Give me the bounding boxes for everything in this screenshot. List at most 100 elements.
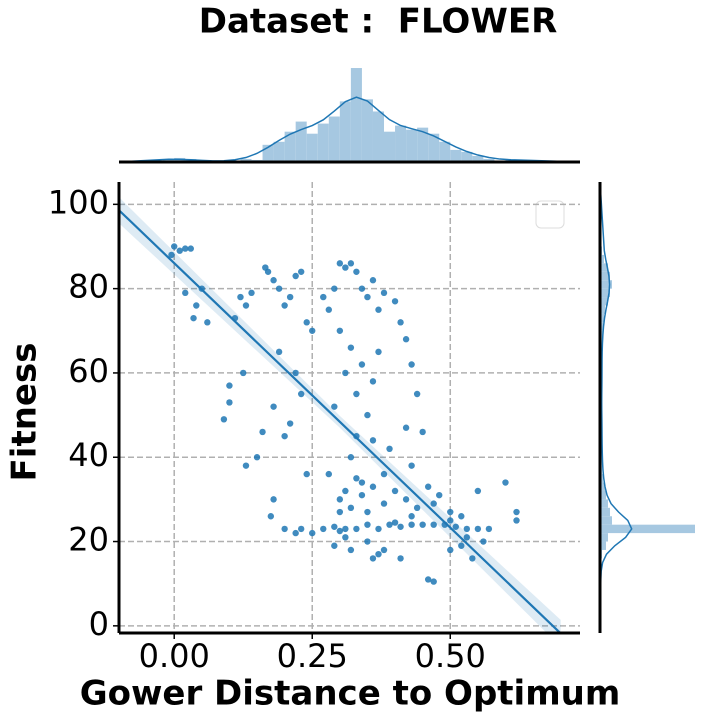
scatter-point (336, 496, 344, 503)
scatter-point (474, 487, 482, 495)
scatter-point (303, 470, 310, 478)
scatter-point (347, 454, 355, 461)
scatter-point (386, 521, 393, 528)
scatter-point (342, 264, 349, 271)
histogram-bar (600, 271, 610, 281)
scatter-point (281, 525, 288, 533)
histogram-bar (339, 101, 351, 162)
scatter-point (193, 302, 200, 309)
scatter-point (275, 285, 283, 292)
y-tick-label: 20 (68, 521, 109, 559)
scatter-point (347, 504, 355, 512)
histogram-bar (600, 541, 606, 550)
histogram-bar (600, 490, 606, 500)
scatter-point (419, 521, 426, 528)
scatter-point (220, 416, 228, 423)
histogram-bar (600, 482, 605, 491)
scatter-point (342, 487, 349, 495)
scatter-point (391, 487, 399, 495)
scatter-point (380, 546, 388, 554)
histogram-bar (406, 129, 418, 162)
histogram-bar (240, 158, 252, 162)
scatter-point (309, 327, 316, 334)
scatter-point (353, 268, 360, 275)
scatter-point (463, 525, 471, 533)
scatter-point (242, 302, 250, 309)
x-axis-label: Gower Distance to Optimum (80, 674, 621, 714)
scatter-point (286, 293, 294, 301)
scatter-point (419, 428, 426, 436)
y-axis-label: Fitness (5, 343, 45, 482)
scatter-point (168, 251, 175, 259)
chart-title: Dataset : FLOWER (199, 2, 558, 42)
scatter-point (270, 403, 277, 410)
scatter-point (375, 525, 382, 533)
scatter-point (386, 445, 393, 453)
histogram-bar (472, 155, 484, 162)
scatter-point (176, 247, 183, 254)
histogram-bar (461, 151, 473, 162)
scatter-point (447, 546, 454, 554)
scatter-point (413, 504, 421, 512)
scatter-point (292, 529, 299, 537)
scatter-point (447, 517, 454, 524)
scatter-point (336, 527, 344, 535)
histogram-bar (262, 144, 274, 162)
histogram-bar (439, 141, 451, 162)
scatter-point (424, 483, 432, 490)
scatter-point (430, 578, 437, 585)
scatter-point (369, 277, 377, 284)
scatter-point (237, 293, 244, 301)
scatter-point (364, 521, 371, 528)
histogram-bar (600, 263, 608, 272)
histogram-bar (417, 127, 429, 162)
scatter-point (447, 508, 454, 516)
scatter-point (303, 319, 310, 326)
scatter-point (286, 420, 294, 427)
scatter-point (408, 521, 415, 528)
kde-curve (599, 181, 633, 634)
scatter-point (430, 521, 437, 528)
scatter-point (182, 289, 189, 297)
y-tick-label: 40 (68, 436, 109, 474)
scatter-point (242, 462, 250, 469)
histogram-bar (600, 499, 608, 508)
histogram-bar (295, 121, 307, 162)
scatter-point (309, 529, 316, 537)
scatter-point (502, 479, 509, 486)
histogram-bar (600, 297, 608, 306)
scatter-point (452, 523, 459, 530)
scatter-point (267, 513, 275, 520)
histogram-bar (600, 516, 612, 525)
scatter-point (187, 245, 194, 252)
scatter-point (297, 390, 305, 398)
scatter-point (325, 306, 332, 313)
scatter-point (342, 534, 349, 541)
scatter-point (364, 508, 371, 516)
scatter-point (402, 496, 410, 503)
scatter-point (430, 500, 437, 507)
scatter-point (320, 525, 327, 533)
scatter-point (474, 525, 482, 533)
scatter-point (369, 483, 377, 490)
scatter-point (281, 302, 288, 309)
scatter-point (358, 361, 366, 368)
histogram-bar (273, 141, 285, 162)
scatter-point (364, 293, 371, 301)
scatter-point (259, 428, 266, 436)
scatter-point (320, 293, 327, 301)
y-tick-label: 80 (68, 268, 109, 306)
histogram-bar (306, 133, 318, 162)
histogram-bar (317, 123, 329, 162)
scatter-point (342, 369, 349, 377)
scatter-point (485, 525, 493, 533)
scatter-point (275, 348, 283, 356)
histogram-bar (384, 131, 396, 162)
histogram-bar (600, 524, 695, 534)
scatter-point (270, 496, 277, 503)
scatter-point (331, 523, 338, 530)
histogram-bar (600, 305, 605, 314)
scatter-point (397, 523, 404, 530)
